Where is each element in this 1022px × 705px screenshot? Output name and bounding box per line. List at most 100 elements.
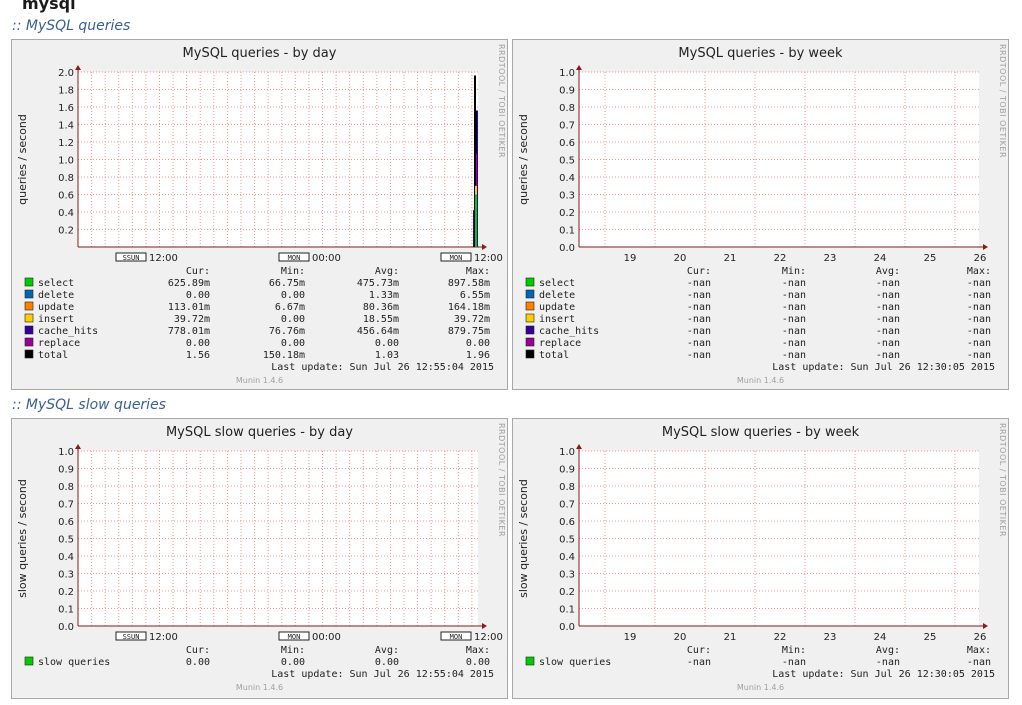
x-tick-badge xyxy=(278,252,310,262)
last-update: Last update: Sun Jul 26 12:30:05 2015 xyxy=(772,362,995,373)
legend-label: select xyxy=(38,278,74,289)
x-tick-label: 25 xyxy=(924,253,937,264)
stat-header: Cur: xyxy=(687,266,711,277)
stat-value: 0.00 xyxy=(186,290,210,301)
y-axis-label: slow queries / second xyxy=(16,479,29,598)
legend-label: select xyxy=(539,278,575,289)
stat-value: -nan xyxy=(876,314,900,325)
stat-value: -nan xyxy=(782,314,806,325)
legend-swatch xyxy=(525,656,535,666)
x-tick-badge-text: MON xyxy=(450,633,463,641)
y-tick-label: 0.2 xyxy=(559,587,575,598)
y-tick-label: 0.4 xyxy=(559,173,575,184)
graph-slow-queries-by-day[interactable]: MySQL slow queries - by day RRDTOOL / TOB… xyxy=(11,418,508,699)
stat-value: -nan xyxy=(782,350,806,361)
graph-queries-by-day[interactable]: MySQL queries - by day RRDTOOL / TOBI OET… xyxy=(11,39,508,390)
stat-value: -nan xyxy=(782,290,806,301)
y-axis-arrow xyxy=(576,65,582,70)
y-tick-label: 0.5 xyxy=(559,156,575,167)
y-tick-label: 0.2 xyxy=(58,226,74,237)
stat-value: -nan xyxy=(782,326,806,337)
slow-queries-by-day-chart: MySQL slow queries - by day RRDTOOL / TOB… xyxy=(16,423,506,692)
y-tick-label: 1.0 xyxy=(58,156,74,167)
queries-by-week-chart: MySQL queries - by week RRDTOOL / TOBI OE… xyxy=(517,44,1007,385)
vendor-text: RRDTOOL / TOBI OETIKER xyxy=(998,423,1007,537)
queries-by-day-chart: MySQL queries - by day RRDTOOL / TOBI OET… xyxy=(16,44,506,385)
section-title-mysql-slow-queries[interactable]: :: MySQL slow queries xyxy=(12,397,166,413)
stat-value: 0.00 xyxy=(186,338,210,349)
x-tick-badge-text: SSUN xyxy=(123,254,140,262)
legend-swatch xyxy=(24,289,34,299)
stat-value: 66.75m xyxy=(269,278,305,289)
y-tick-label: 0.0 xyxy=(58,622,74,633)
x-tick-label: 00:00 xyxy=(312,632,341,643)
x-tick-badge xyxy=(115,631,147,641)
stat-value: -nan xyxy=(967,278,991,289)
y-tick-label: 0.1 xyxy=(559,226,575,237)
x-tick-label: 26 xyxy=(974,253,987,264)
y-tick-label: 1.8 xyxy=(58,86,74,97)
x-tick-label: 21 xyxy=(724,253,737,264)
munin-version: Munin 1.4.6 xyxy=(236,683,283,692)
stat-value: 475.73m xyxy=(357,278,399,289)
legend-label: insert xyxy=(38,314,74,325)
legend-label: replace xyxy=(38,338,80,349)
stat-header: Max: xyxy=(967,266,991,277)
y-tick-label: 0.2 xyxy=(58,587,74,598)
graph-slow-queries-by-week[interactable]: MySQL slow queries - by week RRDTOOL / TO… xyxy=(512,418,1009,699)
stat-value: 1.96 xyxy=(466,350,490,361)
y-tick-label: 0.8 xyxy=(58,173,74,184)
legend-label: cache_hits xyxy=(38,326,98,337)
stat-value: -nan xyxy=(687,314,711,325)
x-tick-badge-text: MON xyxy=(288,254,301,262)
series-insert-bar xyxy=(475,185,477,195)
chart-title: MySQL queries - by week xyxy=(678,46,843,61)
stat-value: 879.75m xyxy=(448,326,490,337)
x-tick-badge xyxy=(440,631,472,641)
stat-value: -nan xyxy=(687,350,711,361)
stat-value: -nan xyxy=(876,302,900,313)
stat-value: -nan xyxy=(876,657,900,668)
legend-swatch xyxy=(24,349,34,359)
vendor-text: RRDTOOL / TOBI OETIKER xyxy=(497,44,506,158)
x-tick-label: 26 xyxy=(974,632,987,643)
stat-value: 0.00 xyxy=(466,657,490,668)
y-tick-label: 1.4 xyxy=(58,121,74,132)
y-tick-label: 0.1 xyxy=(58,605,74,616)
stat-header: Avg: xyxy=(876,266,900,277)
section-title-mysql-queries[interactable]: :: MySQL queries xyxy=(12,18,131,34)
stat-value: 1.33m xyxy=(369,290,399,301)
chart-title: MySQL slow queries - by week xyxy=(662,425,860,440)
stat-value: -nan xyxy=(967,657,991,668)
x-tick-badge-text: MON xyxy=(450,254,463,262)
stat-header: Max: xyxy=(466,645,490,656)
graph-queries-by-week[interactable]: MySQL queries - by week RRDTOOL / TOBI OE… xyxy=(512,39,1009,390)
stat-value: -nan xyxy=(782,657,806,668)
last-update: Last update: Sun Jul 26 12:30:05 2015 xyxy=(772,669,995,680)
series-total-bar xyxy=(474,75,476,247)
munin-version: Munin 1.4.6 xyxy=(737,376,784,385)
stat-value: -nan xyxy=(687,657,711,668)
legend-label: insert xyxy=(539,314,575,325)
x-tick-label: 00:00 xyxy=(312,253,341,264)
stat-value: -nan xyxy=(782,338,806,349)
y-tick-label: 0.9 xyxy=(58,465,74,476)
y-tick-label: 0.4 xyxy=(58,552,74,563)
x-tick-label: 12:00 xyxy=(474,632,503,643)
legend-swatch xyxy=(24,313,34,323)
stat-value: 897.58m xyxy=(448,278,490,289)
y-tick-label: 0.6 xyxy=(58,191,74,202)
stat-header: Min: xyxy=(281,645,305,656)
y-tick-label: 0.8 xyxy=(559,103,575,114)
y-tick-label: 0.7 xyxy=(559,500,575,511)
y-tick-label: 2.0 xyxy=(58,68,74,79)
stat-value: 39.72m xyxy=(454,314,490,325)
y-tick-label: 0.4 xyxy=(58,208,74,219)
legend-swatch xyxy=(525,313,535,323)
x-tick-badge xyxy=(278,631,310,641)
x-tick-label: 24 xyxy=(874,253,887,264)
stat-value: 0.00 xyxy=(466,338,490,349)
y-tick-label: 0.8 xyxy=(58,482,74,493)
series-select-bar xyxy=(475,194,477,247)
stat-value: 0.00 xyxy=(375,657,399,668)
